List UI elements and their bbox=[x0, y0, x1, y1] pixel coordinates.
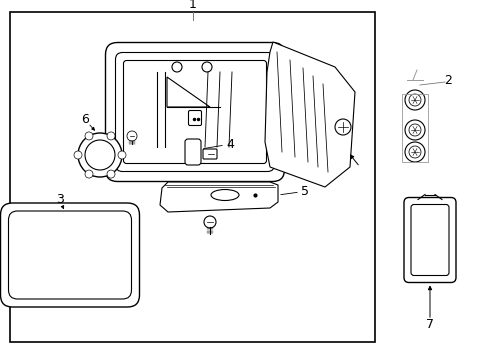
Circle shape bbox=[202, 62, 212, 72]
Circle shape bbox=[408, 124, 420, 136]
Circle shape bbox=[172, 62, 182, 72]
Circle shape bbox=[408, 94, 420, 106]
Circle shape bbox=[107, 170, 115, 178]
Text: 6: 6 bbox=[81, 113, 89, 126]
Circle shape bbox=[404, 142, 424, 162]
Circle shape bbox=[404, 120, 424, 140]
Circle shape bbox=[85, 140, 115, 170]
Circle shape bbox=[127, 131, 137, 141]
Circle shape bbox=[118, 151, 126, 159]
Text: 3: 3 bbox=[56, 193, 64, 207]
FancyBboxPatch shape bbox=[203, 149, 217, 159]
FancyBboxPatch shape bbox=[105, 42, 284, 181]
Bar bbox=[10, 12, 374, 342]
Polygon shape bbox=[167, 77, 209, 107]
Circle shape bbox=[404, 90, 424, 110]
FancyBboxPatch shape bbox=[184, 139, 201, 165]
FancyBboxPatch shape bbox=[8, 211, 131, 299]
Circle shape bbox=[334, 119, 350, 135]
Ellipse shape bbox=[210, 189, 239, 201]
Polygon shape bbox=[264, 42, 354, 187]
Text: 1: 1 bbox=[189, 0, 197, 12]
FancyBboxPatch shape bbox=[188, 111, 201, 126]
Circle shape bbox=[408, 146, 420, 158]
Circle shape bbox=[78, 133, 122, 177]
FancyBboxPatch shape bbox=[115, 53, 274, 171]
Polygon shape bbox=[160, 182, 278, 212]
Text: 7: 7 bbox=[425, 319, 433, 332]
Text: 5: 5 bbox=[301, 185, 308, 198]
FancyBboxPatch shape bbox=[410, 204, 448, 275]
Circle shape bbox=[203, 216, 216, 228]
Circle shape bbox=[74, 151, 82, 159]
FancyBboxPatch shape bbox=[123, 60, 266, 163]
Text: 4: 4 bbox=[225, 139, 233, 152]
Circle shape bbox=[107, 132, 115, 140]
Text: 2: 2 bbox=[443, 73, 451, 86]
FancyBboxPatch shape bbox=[0, 203, 139, 307]
Circle shape bbox=[85, 170, 93, 178]
FancyBboxPatch shape bbox=[403, 198, 455, 283]
Circle shape bbox=[85, 132, 93, 140]
